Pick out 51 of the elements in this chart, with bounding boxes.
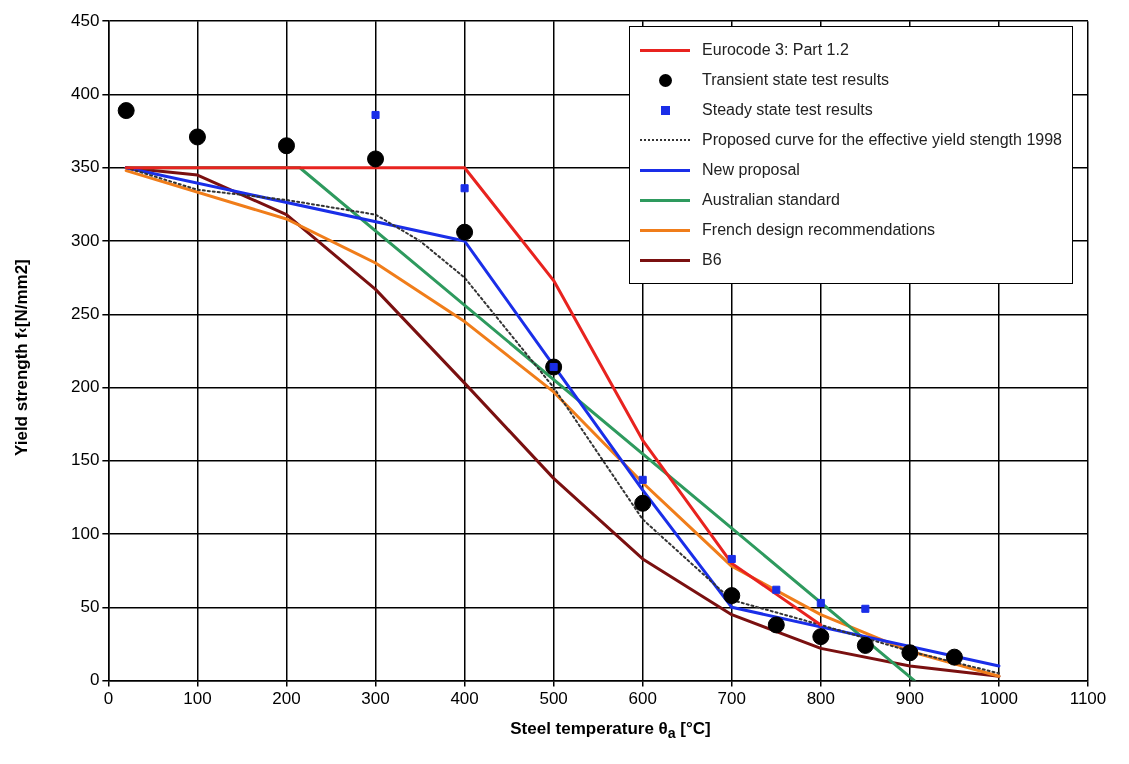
x-tick-label: 500 (539, 689, 568, 709)
point (861, 604, 870, 613)
point (277, 137, 295, 155)
legend-label: New proposal (702, 161, 800, 179)
y-tick-label: 400 (70, 84, 100, 104)
legend-label: Eurocode 3: Part 1.2 (702, 41, 849, 59)
point (460, 184, 469, 193)
point (856, 636, 874, 654)
x-tick-label: 200 (272, 689, 301, 709)
x-tick-label: 800 (806, 689, 836, 709)
y-tick-label: 0 (89, 670, 100, 690)
point (367, 150, 385, 168)
point (456, 223, 474, 241)
point (371, 110, 380, 120)
point (812, 628, 830, 646)
point (188, 128, 206, 146)
y-tick-label: 100 (70, 523, 100, 543)
x-tick-label: 900 (895, 689, 925, 709)
y-tick-label: 150 (70, 450, 100, 470)
legend-label: French design recommendations (702, 221, 936, 239)
x-axis-title: Steel temperature θ$_{a}$ [°C] (509, 718, 712, 741)
y-tick-label: 350 (70, 157, 100, 177)
x-tick-label: 300 (361, 689, 390, 709)
point (772, 585, 781, 594)
point (901, 644, 919, 662)
x-tick-label: 100 (183, 689, 212, 709)
point (117, 102, 135, 120)
y-tick-label: 450 (70, 10, 100, 30)
x-tick-label: 1100 (1069, 689, 1107, 709)
x-tick-label: 1000 (980, 689, 1018, 709)
y-tick-label: 300 (70, 230, 100, 250)
y-tick-label: 50 (80, 597, 100, 617)
x-tick-label: 600 (628, 689, 657, 709)
point (634, 494, 652, 512)
x-tick-label: 400 (450, 689, 479, 709)
point (945, 648, 963, 666)
y-tick-label: 200 (70, 377, 100, 397)
y-axis-title: Yield strength f‹[N/mm2] (12, 258, 32, 459)
point (638, 475, 647, 484)
y-tick-label: 250 (70, 303, 100, 323)
x-tick-label: 0 (103, 689, 114, 709)
legend-label: Transient state test results (702, 71, 890, 89)
legend-label: Australian standard (702, 191, 840, 209)
point (816, 598, 825, 607)
legend-label: Steady state test results (702, 101, 873, 119)
legend-label: Proposed curve for the effective yield stength 1998 (702, 131, 1062, 149)
point (727, 554, 736, 564)
point (767, 616, 785, 634)
legend-label: B6 (702, 251, 722, 269)
x-tick-label: 700 (717, 689, 746, 709)
point (723, 587, 741, 605)
